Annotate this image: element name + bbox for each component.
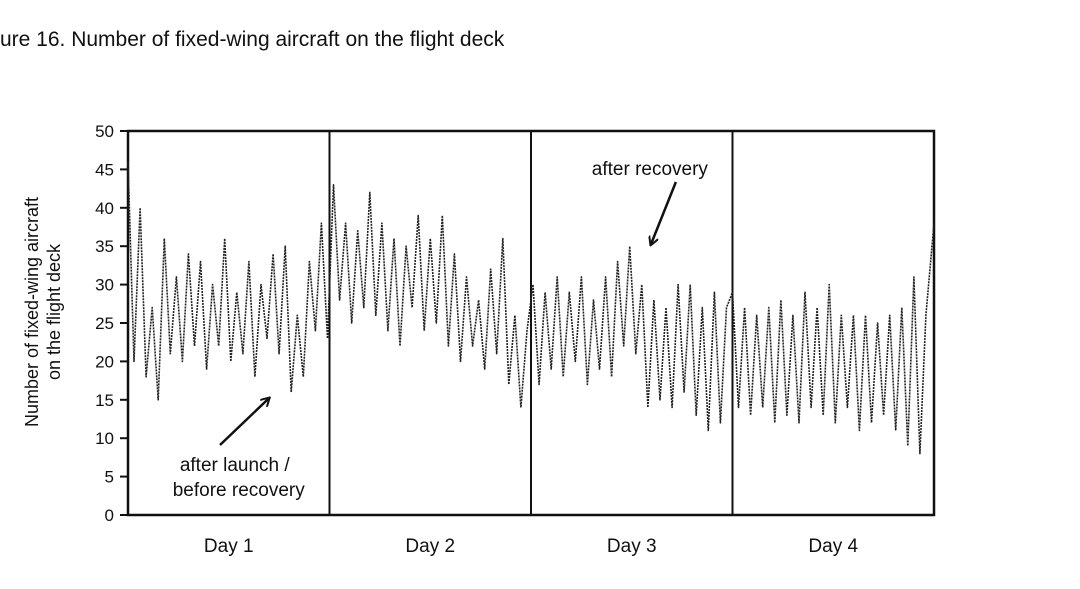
y-axis-title-line-1: Number of fixed-wing aircraft bbox=[22, 197, 42, 427]
y-tick-label: 25 bbox=[95, 314, 114, 333]
y-tick-label: 35 bbox=[95, 237, 114, 256]
y-axis: 0 5 10 15 20 25 30 35 40 45 50 bbox=[95, 122, 128, 525]
annotation-arrow-launch bbox=[219, 398, 269, 446]
annotations: after recovery after launch / before recov… bbox=[173, 159, 709, 501]
y-tick-label: 20 bbox=[95, 352, 114, 371]
y-tick-label: 45 bbox=[95, 160, 114, 179]
annotation-after-launch: after launch / bbox=[180, 455, 291, 476]
day-dividers bbox=[328, 131, 734, 515]
annotation-before-recovery: before recovery bbox=[173, 480, 306, 501]
x-axis-categories: Day 1 Day 2 Day 3 Day 4 bbox=[204, 536, 859, 557]
annotation-after-recovery: after recovery bbox=[592, 159, 709, 180]
figure-title: ure 16. Number of fixed-wing aircraft on… bbox=[0, 28, 505, 51]
y-tick-label: 10 bbox=[95, 429, 114, 448]
x-category-label: Day 3 bbox=[607, 536, 657, 557]
x-category-label: Day 4 bbox=[808, 536, 858, 557]
y-tick-label: 40 bbox=[95, 199, 114, 218]
x-category-label: Day 2 bbox=[405, 536, 455, 557]
series-line bbox=[127, 161, 935, 455]
y-axis-title-line-2: on the flight deck bbox=[44, 243, 64, 380]
y-axis-title: Number of fixed-wing aircraft on the fli… bbox=[22, 197, 64, 427]
y-tick-label: 30 bbox=[95, 276, 114, 295]
annotation-arrow-recovery bbox=[651, 181, 678, 245]
x-category-label: Day 1 bbox=[204, 536, 254, 557]
y-tick-label: 5 bbox=[105, 468, 114, 487]
y-tick-label: 0 bbox=[105, 506, 114, 525]
y-tick-label: 50 bbox=[95, 122, 114, 141]
series-group bbox=[127, 161, 935, 455]
y-tick-label: 15 bbox=[95, 391, 114, 410]
